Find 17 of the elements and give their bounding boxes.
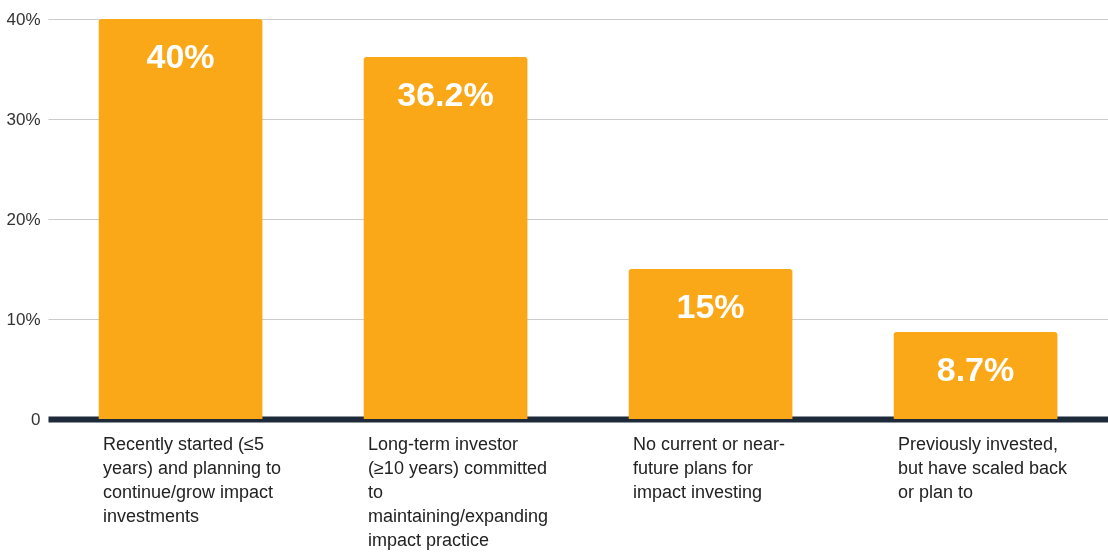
bar	[893, 332, 1058, 419]
data-label: 15%	[676, 287, 745, 325]
bar	[363, 57, 528, 419]
y-tick-label: 20%	[6, 209, 41, 229]
y-tick-label: 10%	[6, 309, 41, 329]
x-tick-label: No current or near-future plans for impact investing	[633, 433, 786, 502]
x-tick-label: Recently started (≤5 years) and planning to continue/grow impact investments	[103, 433, 282, 526]
data-label: 36.2%	[397, 75, 494, 113]
bar	[98, 19, 263, 419]
x-tick-label: Previously invested, but have scaled back or plan to	[898, 433, 1069, 502]
y-tick-label: 0	[31, 409, 41, 429]
data-label: 40%	[146, 37, 215, 75]
data-label: 8.7%	[936, 350, 1015, 388]
x-tick-label: Long-term investor (≥10 years) committed to maintaining/expanding impact practice	[368, 433, 549, 550]
bar	[628, 269, 793, 419]
y-tick-label: 30%	[6, 109, 41, 129]
y-tick-label: 40%	[6, 9, 41, 29]
